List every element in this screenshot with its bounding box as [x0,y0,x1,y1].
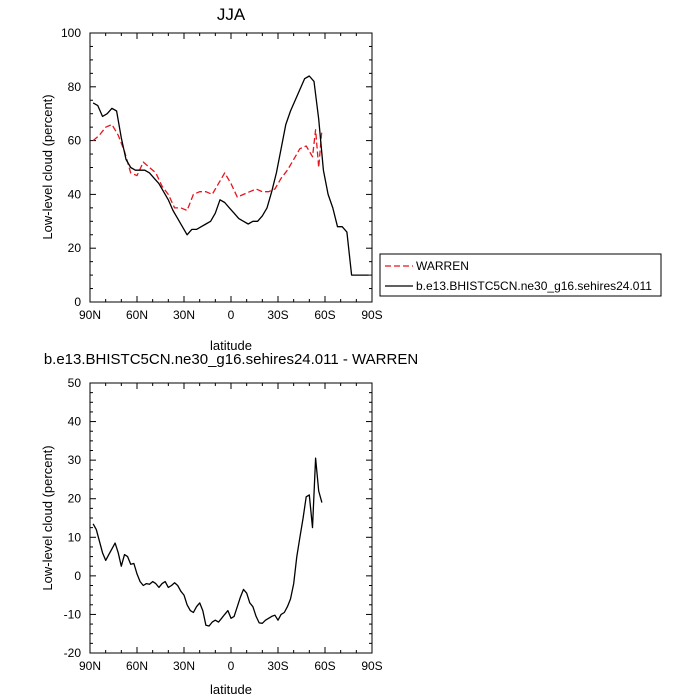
top-y-tick-label: 20 [68,241,82,255]
bottom-series-0-line [92,457,323,627]
top-panel: JJA 90N 60N 30N 0 30S 60S 90S 0 20 40 60 80 100 lati… [40,5,383,353]
bottom-series [92,457,323,627]
bottom-y-tick-label: 40 [68,415,82,429]
top-chart-title: JJA [217,5,246,24]
bottom-x-axis-label: latitude [210,682,252,697]
top-series-1-line [92,75,369,276]
top-y-tick-label: 80 [68,80,82,94]
bottom-x-tick-label: 60N [126,659,148,673]
bottom-y-tick-label: 50 [68,376,82,390]
top-x-tick-label: 60S [314,308,335,322]
legend-box [379,253,662,297]
bottom-x-tick-label: 90N [79,659,101,673]
bottom-plot-frame [89,382,373,654]
bottom-x-tick-label: 90S [361,659,382,673]
top-y-tick-label: 100 [61,26,81,40]
top-y-tick-label: 40 [68,187,82,201]
bottom-y-axis-label: Low-level cloud (percent) [40,445,55,590]
legend: WARREN b.e13.BHISTC5CN.ne30_g16.sehires2… [379,253,662,297]
top-x-tick-label: 30N [173,308,195,322]
bottom-x-tick-label: 0 [228,659,235,673]
legend-model-label: b.e13.BHISTC5CN.ne30_g16.sehires24.011 [416,279,652,293]
bottom-x-tick-label: 60S [314,659,335,673]
bottom-y-tick-label: 10 [68,530,82,544]
top-axes: 90N 60N 30N 0 30S 60S 90S 0 20 40 60 80 100 [61,26,383,322]
top-x-tick-label: 90N [79,308,101,322]
top-y-axis-label: Low-level cloud (percent) [40,94,55,239]
top-x-tick-label: 30S [267,308,288,322]
bottom-axes: 90N 60N 30N 0 30S 60S 90S -20 -10 0 10 20 30 40 50 [64,376,383,673]
top-y-tick-label: 0 [74,295,81,309]
top-series-0-line [92,123,323,212]
top-x-axis-label: latitude [210,338,252,353]
legend-warren-label: WARREN [416,259,469,273]
bottom-y-tick-label: 30 [68,453,82,467]
bottom-y-tick-label: 20 [68,492,82,506]
top-plot-frame [89,32,373,303]
top-x-tick-label: 60N [126,308,148,322]
bottom-chart-title: b.e13.BHISTC5CN.ne30_g16.sehires24.011 -… [44,351,418,368]
bottom-x-tick-label: 30S [267,659,288,673]
bottom-panel: b.e13.BHISTC5CN.ne30_g16.sehires24.011 -… [40,351,418,697]
top-x-tick-label: 90S [361,308,382,322]
top-series [92,75,369,276]
bottom-y-tick-label: -10 [64,607,82,621]
top-y-tick-label: 60 [68,134,82,148]
bottom-y-tick-label: -20 [64,646,82,660]
top-x-tick-label: 0 [228,308,235,322]
bottom-y-tick-label: 0 [74,569,81,583]
bottom-x-tick-label: 30N [173,659,195,673]
